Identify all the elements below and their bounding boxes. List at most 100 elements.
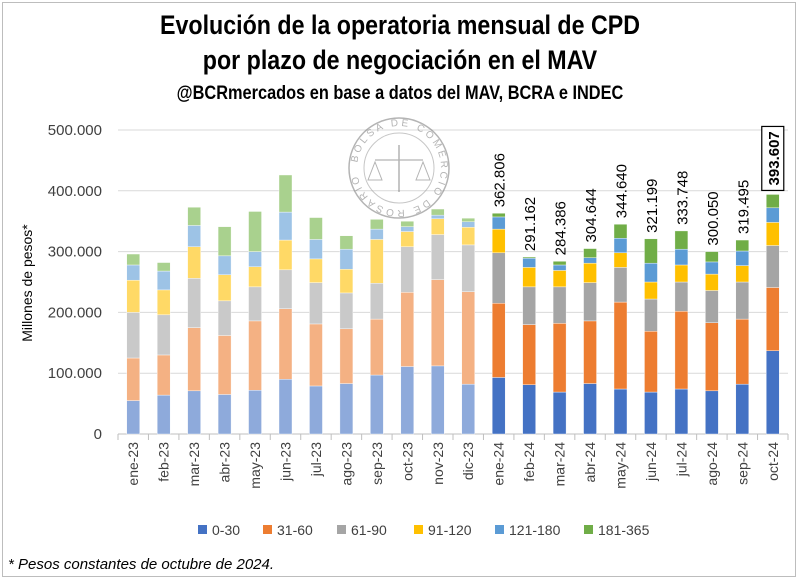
data-label-total: 300.050 (705, 191, 722, 245)
x-tick-label: feb-23 (156, 442, 172, 482)
bar-segment-0-30 (583, 383, 597, 435)
bar-segment-91-120 (674, 264, 689, 283)
bar-segment-31-60 (613, 301, 628, 390)
bar-segment-61-90 (583, 282, 597, 322)
bar-segment-31-60 (156, 354, 171, 396)
bar-segment-181-365 (217, 226, 232, 257)
bar-segment-121-180 (309, 239, 323, 260)
data-label-total: 333.748 (674, 171, 691, 225)
data-label-total: 362.806 (492, 153, 509, 207)
bar-segment-91-120 (461, 227, 475, 246)
bar-segment-61-90 (400, 246, 415, 293)
bar-segment-181-365 (644, 238, 658, 264)
bar-segment-31-60 (248, 320, 262, 391)
bar-segment-31-60 (583, 320, 597, 384)
bar-segment-91-120 (217, 274, 232, 302)
bar-segment-121-180 (461, 221, 475, 228)
bar-segment-0-30 (644, 391, 658, 435)
bar-segment-31-60 (735, 318, 750, 385)
legend-label: 31-60 (277, 522, 313, 538)
bar-segment-121-180 (766, 207, 780, 223)
bar-segment-31-60 (431, 279, 445, 367)
bar-segment-91-120 (126, 279, 140, 313)
legend-label: 61-90 (351, 522, 387, 538)
x-tick-label: ene-23 (125, 442, 141, 486)
bar-segment-181-365 (735, 239, 750, 252)
bar-segment-0-30 (309, 385, 323, 435)
bar-segment-31-60 (552, 323, 567, 393)
bar-segment-61-90 (217, 300, 232, 336)
data-label-total: 344.640 (614, 164, 631, 218)
bar-segment-91-120 (613, 252, 628, 268)
legend-swatch-181-365 (584, 525, 593, 534)
bar-segment-61-90 (309, 282, 323, 325)
legend-swatch-0-30 (198, 525, 207, 534)
bar-segment-181-365 (491, 213, 506, 218)
bar-segment-91-120 (278, 239, 293, 271)
bar-segment-61-90 (522, 286, 536, 325)
y-axis: 0 100.000 200.000 300.000 400.000 500.000 (48, 122, 102, 443)
bar-segment-181-365 (339, 235, 354, 250)
x-axis: ene-23 feb-23 mar-23 abr-23 may-23 jun-23 jul-… (117, 434, 789, 489)
bar-segment-0-30 (735, 383, 750, 435)
bar-segment-181-365 (126, 253, 140, 266)
bar-segment-31-60 (674, 310, 689, 390)
x-tick-label: may-23 (247, 442, 263, 489)
x-tick-label: mar-24 (552, 442, 568, 487)
bar-segment-31-60 (705, 322, 719, 392)
bar-segment-181-365 (431, 208, 445, 216)
bar-segment-181-365 (766, 194, 780, 209)
bar-segment-91-120 (735, 265, 750, 283)
y-tick-label: 400.000 (48, 183, 102, 200)
bar-segment-61-90 (156, 314, 171, 356)
bar-segment-181-365 (583, 248, 597, 258)
x-tick-label: jun-24 (643, 442, 659, 482)
y-tick-label: 0 (94, 426, 102, 443)
x-tick-label: oct-24 (765, 442, 781, 481)
x-tick-label: abr-24 (582, 442, 598, 483)
x-tick-label: oct-23 (399, 442, 415, 481)
bar-segment-121-180 (339, 248, 354, 270)
x-tick-label: nov-23 (430, 442, 446, 485)
bar-segment-0-30 (400, 366, 415, 435)
chart-title-line1: Evolución de la operatoria mensual de CP… (159, 10, 640, 40)
bar-segment-91-120 (400, 231, 415, 247)
y-tick-label: 300.000 (48, 244, 102, 261)
bar-segment-121-180 (552, 264, 567, 271)
bar-segment-121-180 (491, 216, 506, 230)
bar-segment-61-90 (552, 286, 567, 324)
bar-segment-61-90 (644, 298, 658, 332)
bar-segment-61-90 (126, 312, 140, 359)
x-tick-label: dic-23 (460, 442, 476, 480)
bar-segment-121-180 (217, 255, 232, 275)
data-label-total: 291.162 (522, 197, 539, 251)
bar-segment-121-180 (522, 258, 536, 268)
bar-segment-121-180 (613, 238, 628, 254)
bar-segment-91-120 (156, 289, 171, 316)
data-label-total: 319.495 (735, 180, 752, 234)
bar-segment-181-365 (370, 219, 384, 230)
legend-swatch-31-60 (263, 525, 272, 534)
bar-segment-61-90 (278, 269, 293, 309)
legend-swatch-61-90 (337, 525, 346, 534)
x-tick-label: sep-24 (734, 442, 750, 485)
bar-segment-181-365 (278, 174, 293, 213)
bcr-logo-watermark: BOLSA DE COMERCIO DE ROSARIO (348, 117, 450, 219)
x-tick-label: abr-23 (217, 442, 233, 483)
bar-segment-61-90 (339, 292, 354, 330)
bar-segment-0-30 (217, 394, 232, 435)
bar-segment-0-30 (613, 388, 628, 435)
bar-segment-0-30 (705, 390, 719, 435)
bar-segment-31-60 (644, 331, 658, 393)
bar-segment-61-90 (461, 244, 475, 292)
bar-segment-121-180 (674, 248, 689, 266)
bar-segment-181-365 (461, 217, 475, 223)
bar-segment-91-120 (522, 267, 536, 288)
y-tick-label: 500.000 (48, 122, 102, 139)
x-tick-label: mar-23 (186, 442, 202, 487)
bar-segment-181-365 (674, 230, 689, 250)
bar-segment-31-60 (309, 323, 323, 387)
bar-segment-91-120 (187, 246, 201, 279)
bar-segment-121-180 (644, 262, 658, 283)
bar-segment-121-180 (156, 270, 171, 291)
